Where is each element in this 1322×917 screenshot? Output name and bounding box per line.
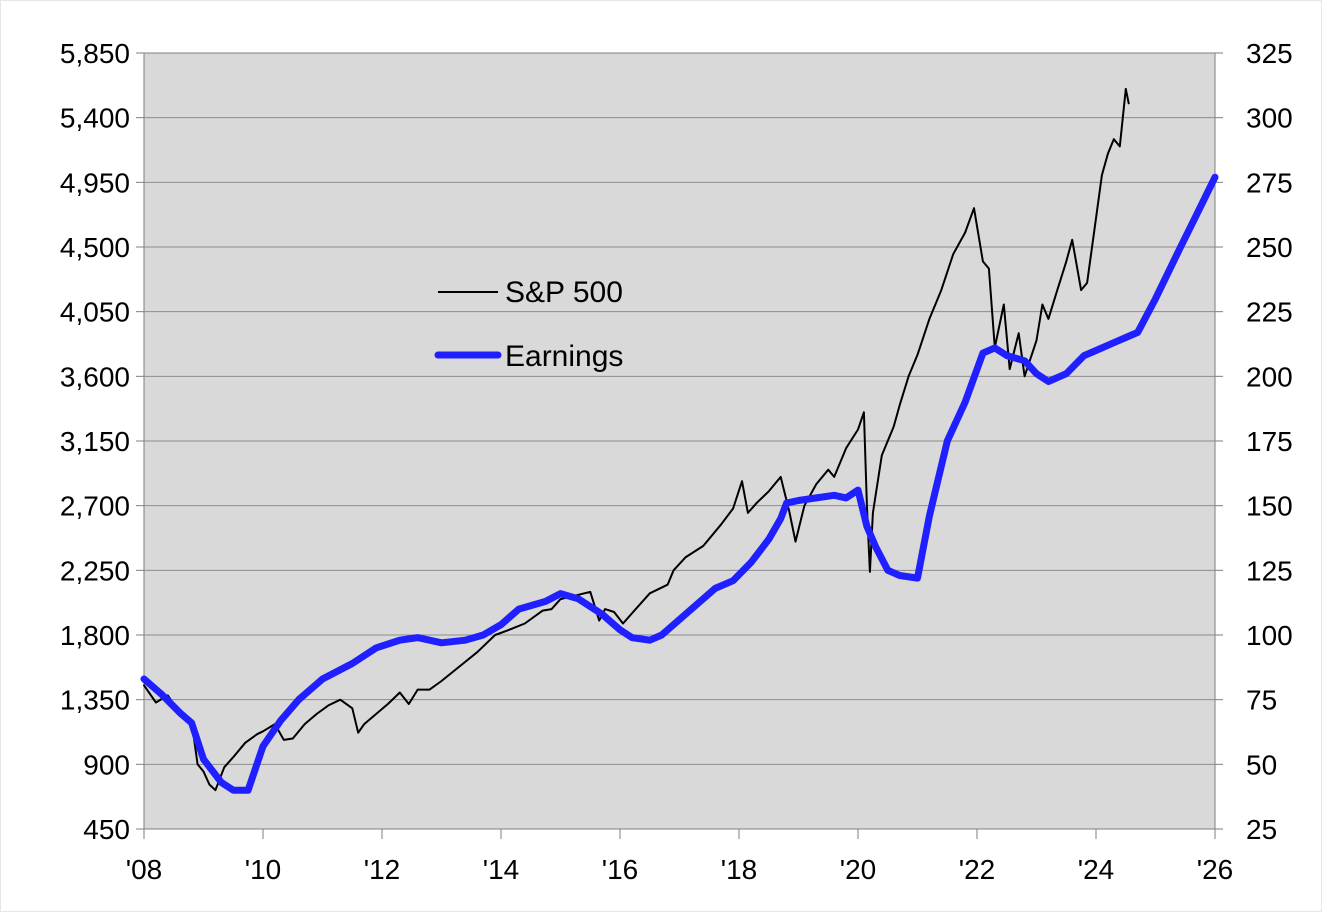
x-tick-label: '22 [959,854,996,885]
y-left-tick-label: 900 [83,749,130,780]
y-right-tick-label: 175 [1246,426,1293,457]
y-right-tick-label: 325 [1246,38,1293,69]
y-left-tick-label: 1,800 [60,620,130,651]
y-left-tick-label: 2,250 [60,555,130,586]
y-left-tick-label: 4,500 [60,232,130,263]
y-left-tick-label: 4,950 [60,167,130,198]
x-tick-label: '16 [602,854,639,885]
y-left-tick-label: 3,150 [60,426,130,457]
y-right-tick-label: 300 [1246,103,1293,134]
x-tick-label: '12 [364,854,401,885]
x-tick-label: '24 [1078,854,1115,885]
y-left-tick-label: 4,050 [60,297,130,328]
axes: 5,850 5,400 4,950 4,500 4,050 3,600 3,150 2,700… [60,38,1293,885]
x-tick-label: '20 [840,854,877,885]
legend: S&P 500 Earnings [434,276,623,373]
y-right-tick-label: 100 [1246,620,1293,651]
y-right-tick-label: 200 [1246,361,1293,392]
x-tick-label: '18 [721,854,758,885]
x-tick-label: '26 [1197,854,1234,885]
legend-label-sp500: S&P 500 [505,276,623,309]
series-line-earnings [140,173,1219,794]
y-right-tick-label: 275 [1246,167,1293,198]
x-tick-label: '08 [126,854,163,885]
y-right-tick-label: 225 [1246,297,1293,328]
y-left-tick-label: 3,600 [60,361,130,392]
series-group [140,87,1219,794]
y-right-tick-label: 25 [1246,814,1277,845]
y-right-tick-label: 75 [1246,685,1277,716]
y-right-tick-label: 50 [1246,749,1277,780]
y-left-tick-label: 450 [83,814,130,845]
y-right-tick-label: 125 [1246,555,1293,586]
x-tick-label: '14 [483,854,520,885]
y-left-tick-label: 1,350 [60,685,130,716]
y-left-tick-label: 5,400 [60,103,130,134]
y-right-tick-label: 250 [1246,232,1293,263]
legend-label-earnings: Earnings [505,340,623,373]
y-left-tick-label: 5,850 [60,38,130,69]
series-line-sp500 [143,87,1130,792]
y-left-tick-label: 2,700 [60,491,130,522]
y-right-tick-label: 150 [1246,491,1293,522]
x-tick-label: '10 [245,854,282,885]
